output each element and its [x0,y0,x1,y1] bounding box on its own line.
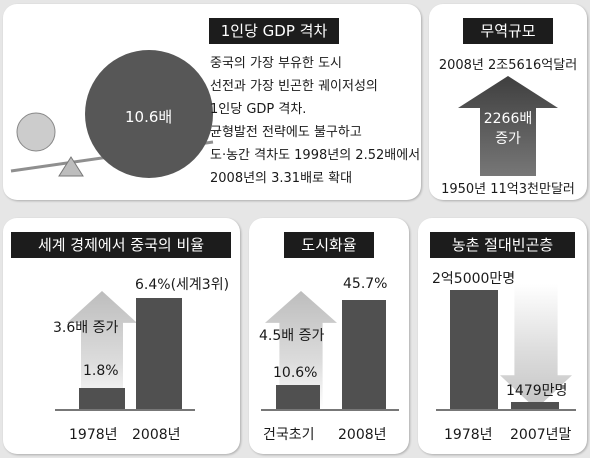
seesaw-illustration [10,50,214,178]
chart-title: 도시화율 [284,232,374,258]
description-line: 2008년의 3.31배로 확대 [210,171,353,186]
value-label: 1.8% [83,363,119,379]
value-label: 45.7% [343,276,388,292]
trade-bottom-value: 1950년 11억3천만달러 [441,182,575,197]
description-line: 중국의 가장 부유한 도시 [210,56,342,71]
bar [136,298,182,409]
description-line: 1인당 GDP 격차. [210,102,307,117]
baseline [436,409,576,411]
gdp-gap-title: 1인당 GDP 격차 [209,18,339,44]
description-line: 도·농간 격차도 1998년의 2.52배에서 [210,148,421,163]
category-label: 2008년 [338,427,387,443]
trade-volume-title: 무역규모 [463,18,553,44]
description-line: 선전과 가장 빈곤한 궤이저성의 [210,79,378,94]
category-label: 건국초기 [263,427,315,443]
rural-poverty-panel: 농촌 절대빈곤층 2억5000만명 1479만명 1978년 2007년말 [418,218,587,454]
baseline [55,409,195,411]
bar [511,402,559,409]
trade-arrow-label: 증가 [495,131,521,147]
chart-title: 세계 경제에서 중국의 비율 [11,232,231,258]
bar [276,385,320,409]
trade-volume-panel: 무역규모 2008년 2조5616억달러 2266배 증가 1950년 11억3… [429,4,587,200]
big-ball [85,50,213,178]
category-label: 1978년 [444,427,493,443]
description-line: 균형발전 전략에도 불구하고 [210,125,362,140]
big-ball-label: 10.6배 [125,108,173,126]
gdp-gap-panel: 1인당 GDP 격차 10.6배 중국의 가장 부유한 도시 선전과 가장 빈곤… [3,4,421,200]
chart-title: 농촌 절대빈곤층 [430,232,575,258]
value-label: 6.4%(세계3위) [135,277,230,293]
urbanization-panel: 도시화율 4.5배 증가 10.6% 45.7% 건국초기 2008년 [249,218,409,454]
trade-top-value: 2008년 2조5616억달러 [438,58,578,73]
trade-arrow-label: 2266배 [483,111,533,127]
trade-up-arrow [458,76,558,176]
annotation: 3.6배 증가 [53,320,119,336]
annotation: 4.5배 증가 [259,328,325,344]
value-label: 1479만명 [506,383,568,399]
gdp-gap-description: 중국의 가장 부유한 도시 선전과 가장 빈곤한 궤이저성의 1인당 GDP 격… [210,52,420,190]
world-share-panel: 세계 경제에서 중국의 비율 3.6배 증가 1.8% 6.4%(세계3위) 1… [3,218,240,454]
category-label: 2007년말 [510,427,572,443]
value-label: 10.6% [273,365,318,381]
baseline [261,409,399,411]
value-label: 2억5000만명 [432,271,516,287]
category-label: 2008년 [132,427,181,443]
bar [79,388,125,409]
seesaw-fulcrum [58,156,84,177]
category-label: 1978년 [69,427,118,443]
bar [450,290,498,409]
small-ball [16,112,56,152]
bar [342,300,386,409]
